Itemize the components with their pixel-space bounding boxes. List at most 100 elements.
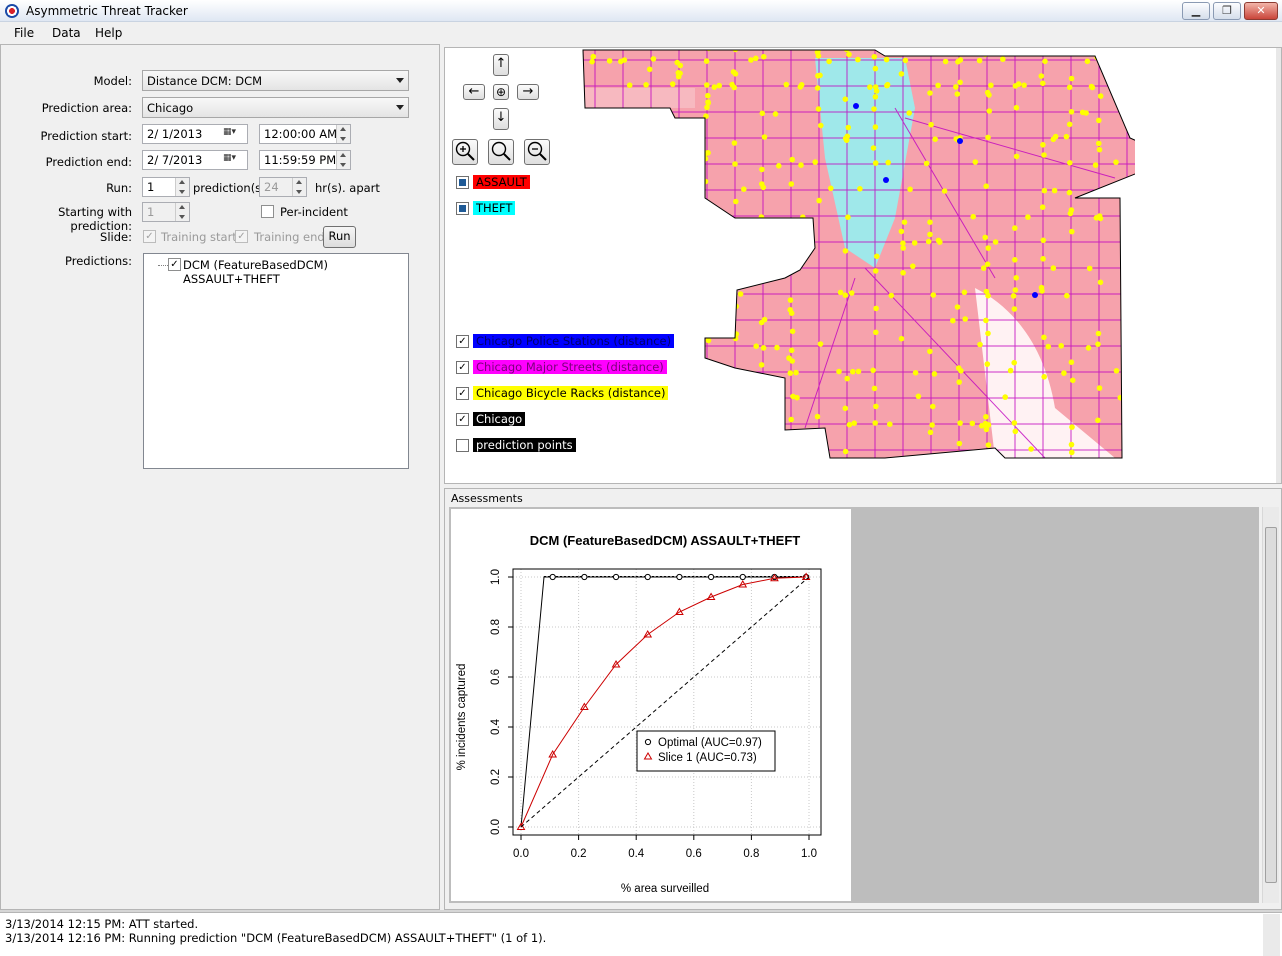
bicycle-racks-layer-label[interactable]: Chicago Bicycle Racks (distance) <box>473 386 669 400</box>
bicycle-rack-point <box>575 187 579 193</box>
bicycle-rack-point <box>677 427 683 433</box>
map-scrollbar[interactable] <box>1276 48 1281 483</box>
prediction-end-date[interactable]: 2/ 7/2013 ▦▾ <box>142 150 248 170</box>
bicycle-rack-point <box>872 124 879 130</box>
police-stations-layer-label[interactable]: Chicago Police Stations (distance) <box>473 334 675 348</box>
bicycle-rack-point <box>872 268 879 274</box>
bicycle-rack-point <box>575 239 580 245</box>
prediction-points-layer-checkbox[interactable] <box>456 439 469 452</box>
spinner-icon[interactable] <box>175 178 189 196</box>
bicycle-rack-point <box>816 197 822 204</box>
calendar-icon[interactable]: ▦▾ <box>223 153 237 163</box>
zoom-out-button[interactable] <box>524 139 550 165</box>
bicycle-rack-point <box>1117 394 1124 401</box>
bicycle-rack-point <box>844 375 850 382</box>
close-button[interactable]: ✕ <box>1244 2 1278 20</box>
time-spinner-icon[interactable] <box>336 125 350 143</box>
bicycle-rack-point <box>700 368 706 375</box>
assault-layer-checkbox[interactable] <box>456 176 469 189</box>
prediction-item-checkbox[interactable]: ✓ <box>168 258 181 271</box>
major-streets-layer-label[interactable]: Chicago Major Streets (distance) <box>473 360 667 374</box>
bicycle-rack-point <box>619 254 626 261</box>
zoom-extent-button[interactable] <box>488 139 514 165</box>
bicycle-rack-point <box>1012 428 1019 435</box>
bicycle-rack-point <box>1011 306 1018 312</box>
bicycle-rack-point <box>814 50 821 56</box>
menu-file[interactable]: File <box>14 26 35 40</box>
minimize-button[interactable]: ▁ <box>1182 2 1210 20</box>
prediction-end-time[interactable]: 11:59:59 PM <box>259 150 351 170</box>
chicago-boundary <box>582 49 1135 459</box>
hours-apart-stepper[interactable]: 24 <box>259 177 307 197</box>
spinner-icon[interactable] <box>292 178 306 196</box>
training-start-checkbox[interactable]: ✓ <box>143 230 156 243</box>
bicycle-rack-point <box>1069 449 1075 456</box>
center-button[interactable]: ⊕ <box>493 84 509 100</box>
bicycle-rack-point <box>871 106 877 112</box>
bicycle-rack-point <box>985 330 991 337</box>
assessments-scrollbar[interactable] <box>1262 507 1279 903</box>
pan-down-button[interactable]: ↓ <box>493 108 509 130</box>
calendar-icon[interactable]: ▦▾ <box>223 127 237 137</box>
bicycle-rack-point <box>663 423 669 429</box>
prediction-start-date[interactable]: 2/ 1/2013 ▦▾ <box>142 124 248 144</box>
police-stations-layer-checkbox[interactable]: ✓ <box>456 335 469 348</box>
y-tick-label: 0.0 <box>490 819 502 835</box>
model-select[interactable]: Distance DCM: DCM <box>142 70 409 91</box>
bicycle-rack-point <box>731 417 737 423</box>
chicago-heat-map[interactable] <box>575 48 1135 468</box>
bicycle-rack-point <box>883 56 890 63</box>
bicycle-rack-point <box>730 229 736 236</box>
bicycle-rack-point <box>647 138 654 145</box>
assault-layer-label[interactable]: ASSAULT <box>473 175 530 189</box>
prediction-points-layer-label[interactable]: prediction points <box>473 438 576 452</box>
log-line: 3/13/2014 12:16 PM: Running prediction "… <box>5 931 547 945</box>
slice-point <box>643 630 653 638</box>
log-scrollbar[interactable] <box>1263 914 1280 956</box>
training-end-checkbox[interactable]: ✓ <box>235 230 248 243</box>
bicycle-rack-point <box>659 265 665 271</box>
slice-point <box>579 702 589 710</box>
x-tick-label: 0.0 <box>513 848 529 860</box>
scrollbar-thumb[interactable] <box>1265 527 1277 883</box>
log-splitter[interactable] <box>0 910 1282 912</box>
bicycle-rack-point <box>846 421 853 428</box>
bicycle-rack-point <box>842 96 849 102</box>
major-streets-layer-checkbox[interactable]: ✓ <box>456 361 469 374</box>
title-bar: Asymmetric Threat Tracker ▁ ❐ ✕ <box>0 0 1282 22</box>
chart-grid <box>513 569 821 835</box>
prediction-area-select[interactable]: Chicago <box>142 97 409 118</box>
menu-data[interactable]: Data <box>52 26 81 40</box>
pan-right-button[interactable]: → <box>517 84 539 100</box>
prediction-start-time[interactable]: 12:00:00 AM <box>259 124 351 144</box>
time-spinner-icon[interactable] <box>336 151 350 169</box>
pan-up-button[interactable]: ↑ <box>493 54 509 76</box>
zoom-in-button[interactable] <box>452 139 478 165</box>
theft-layer-checkbox[interactable] <box>456 202 469 215</box>
starting-prediction-stepper[interactable]: 1 <box>142 202 190 222</box>
roc-chart: DCM (FeatureBasedDCM) ASSAULT+THEFT 0.0 0… <box>456 533 822 895</box>
bicycle-rack-point <box>788 416 794 423</box>
per-incident-checkbox[interactable] <box>261 205 274 218</box>
run-button[interactable]: Run <box>323 226 356 248</box>
chicago-layer-checkbox[interactable]: ✓ <box>456 413 469 426</box>
bicycle-rack-point <box>935 82 941 89</box>
bicycle-rack-point <box>927 219 933 225</box>
run-count-stepper[interactable]: 1 <box>142 177 190 197</box>
theft-layer-label[interactable]: THEFT <box>473 201 516 215</box>
spinner-icon[interactable] <box>175 203 189 221</box>
map-panel[interactable]: ↑ ← ⊕ → ↓ ASSAULT THEFT ✓ Chicago Police… <box>444 47 1282 484</box>
prediction-item-label[interactable]: DCM (FeatureBasedDCM) ASSAULT+THEFT <box>183 258 329 286</box>
bicycle-rack-point <box>818 122 824 129</box>
bicycle-rack-point <box>657 315 663 322</box>
bicycle-rack-point <box>1069 424 1075 430</box>
bicycle-rack-point <box>1066 189 1073 196</box>
y-tick-label: 1.0 <box>490 569 502 585</box>
predictions-tree[interactable]: ✓ DCM (FeatureBasedDCM) ASSAULT+THEFT <box>143 253 409 469</box>
chicago-layer-label[interactable]: Chicago <box>473 412 526 426</box>
menu-help[interactable]: Help <box>95 26 123 40</box>
maximize-button[interactable]: ❐ <box>1213 2 1241 20</box>
bicycle-racks-layer-checkbox[interactable]: ✓ <box>456 387 469 400</box>
pan-left-button[interactable]: ← <box>463 84 485 100</box>
series-line-2 <box>520 576 810 828</box>
